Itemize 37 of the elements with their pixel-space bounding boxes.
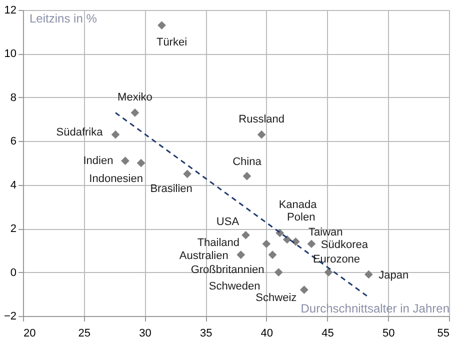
annotation: Schweiz (256, 292, 297, 304)
y-tick-label: 10 (4, 48, 16, 60)
annotation: Polen (287, 212, 316, 224)
x-tick-label: 45 (322, 328, 334, 340)
annotation: Kanada (278, 198, 318, 211)
y-tick-label: 4 (10, 179, 16, 192)
x-tick-label: 20 (24, 328, 36, 340)
x-tick-label: 40 (260, 328, 274, 340)
y-tick-label: 2 (10, 223, 16, 236)
annotation: Großbritannien (190, 264, 264, 276)
y-tick-label: 6 (10, 136, 16, 148)
annotation: Thailand (197, 236, 240, 249)
y-axis-title: Leitzins in % (30, 12, 98, 26)
annotation: Brasilien (150, 182, 192, 195)
annotation: Schweden (208, 280, 260, 292)
annotation: Taiwan (308, 226, 343, 239)
annotation: China (232, 156, 262, 168)
annotation: Südkorea (320, 238, 369, 251)
annotation: Russland (238, 114, 284, 126)
annotation: Japan (378, 269, 409, 282)
annotation: Eurozone (312, 253, 360, 266)
y-tick-label: 12 (4, 4, 16, 16)
annotation: Indien (83, 154, 114, 167)
annotation: Australien (179, 250, 228, 262)
x-tick-label: 55 (437, 328, 450, 340)
y-tick-label: 8 (10, 92, 16, 104)
annotation: Südafrika (56, 126, 104, 139)
x-tick-label: 30 (139, 328, 152, 340)
y-tick-label: −2 (4, 310, 16, 322)
y-tick-label: 0 (10, 266, 16, 279)
annotation: Mexiko (118, 92, 152, 104)
x-tick-label: 25 (78, 328, 90, 340)
annotation: Türkei (156, 36, 188, 48)
x-tick-label: 50 (382, 328, 395, 340)
annotation: Indonesien (89, 173, 143, 185)
x-tick-label: 35 (200, 328, 212, 340)
annotation: USA (216, 216, 240, 228)
